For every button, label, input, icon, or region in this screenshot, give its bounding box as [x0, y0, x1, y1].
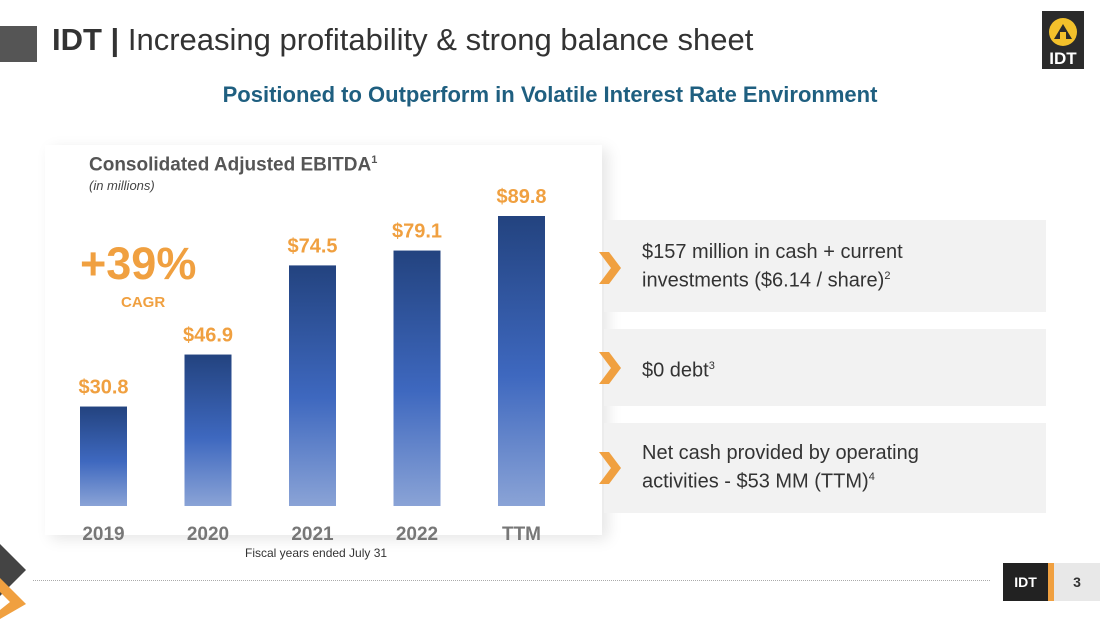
bar-value-label: $89.8: [496, 186, 546, 208]
corner-chevron-decoration: [0, 544, 26, 619]
chevron-right-icon: [599, 352, 621, 384]
page-subtitle: Positioned to Outperform in Volatile Int…: [222, 82, 878, 107]
idt-logo: IDT: [1042, 11, 1084, 69]
x-tick-label: 2019: [82, 524, 124, 545]
highlight-box-cashflow: Net cash provided by operating activitie…: [599, 423, 1046, 513]
highlight-text-cash: $157 million in cash + current investmen…: [642, 241, 903, 292]
x-tick-label: 2021: [291, 524, 334, 545]
bar-ttm: [498, 216, 545, 506]
logo-emblem-icon: [1049, 18, 1077, 46]
highlight-box-cash: $157 million in cash + current investmen…: [599, 220, 1046, 312]
cagr-label: CAGR: [121, 294, 166, 311]
page-title: IDT | Increasing profitability & strong …: [52, 22, 754, 57]
footer-divider: [33, 580, 990, 581]
x-tick-label: 2020: [187, 524, 229, 545]
chart-title: Consolidated Adjusted EBITDA1: [89, 154, 378, 176]
bar-2019: [80, 406, 127, 506]
highlight-text-debt: $0 debt3: [642, 359, 715, 382]
cagr-value: +39%: [80, 238, 197, 289]
bar-2021: [289, 265, 336, 506]
chart-footnote: Fiscal years ended July 31: [245, 546, 388, 560]
footer-accent-bar: [1048, 563, 1054, 601]
footer-brand: IDT: [1003, 563, 1048, 601]
logo-text: IDT: [1049, 49, 1077, 68]
bar-2022: [393, 250, 441, 506]
bar-value-label: $30.8: [78, 377, 128, 399]
title-accent-block: [0, 26, 37, 62]
chevron-right-icon: [599, 452, 621, 484]
x-tick-label: 2022: [396, 524, 438, 545]
chart-units: (in millions): [89, 178, 155, 193]
bar-2020: [184, 354, 232, 506]
bar-value-label: $46.9: [183, 325, 233, 347]
page-number: 3: [1054, 563, 1100, 601]
highlight-text-cashflow: Net cash provided by operating activitie…: [642, 442, 919, 493]
chevron-right-icon: [599, 252, 621, 284]
x-tick-label: TTM: [502, 524, 541, 545]
bar-value-label: $79.1: [392, 221, 442, 243]
bar-value-label: $74.5: [287, 235, 337, 257]
highlight-box-debt: $0 debt3: [599, 329, 1046, 406]
